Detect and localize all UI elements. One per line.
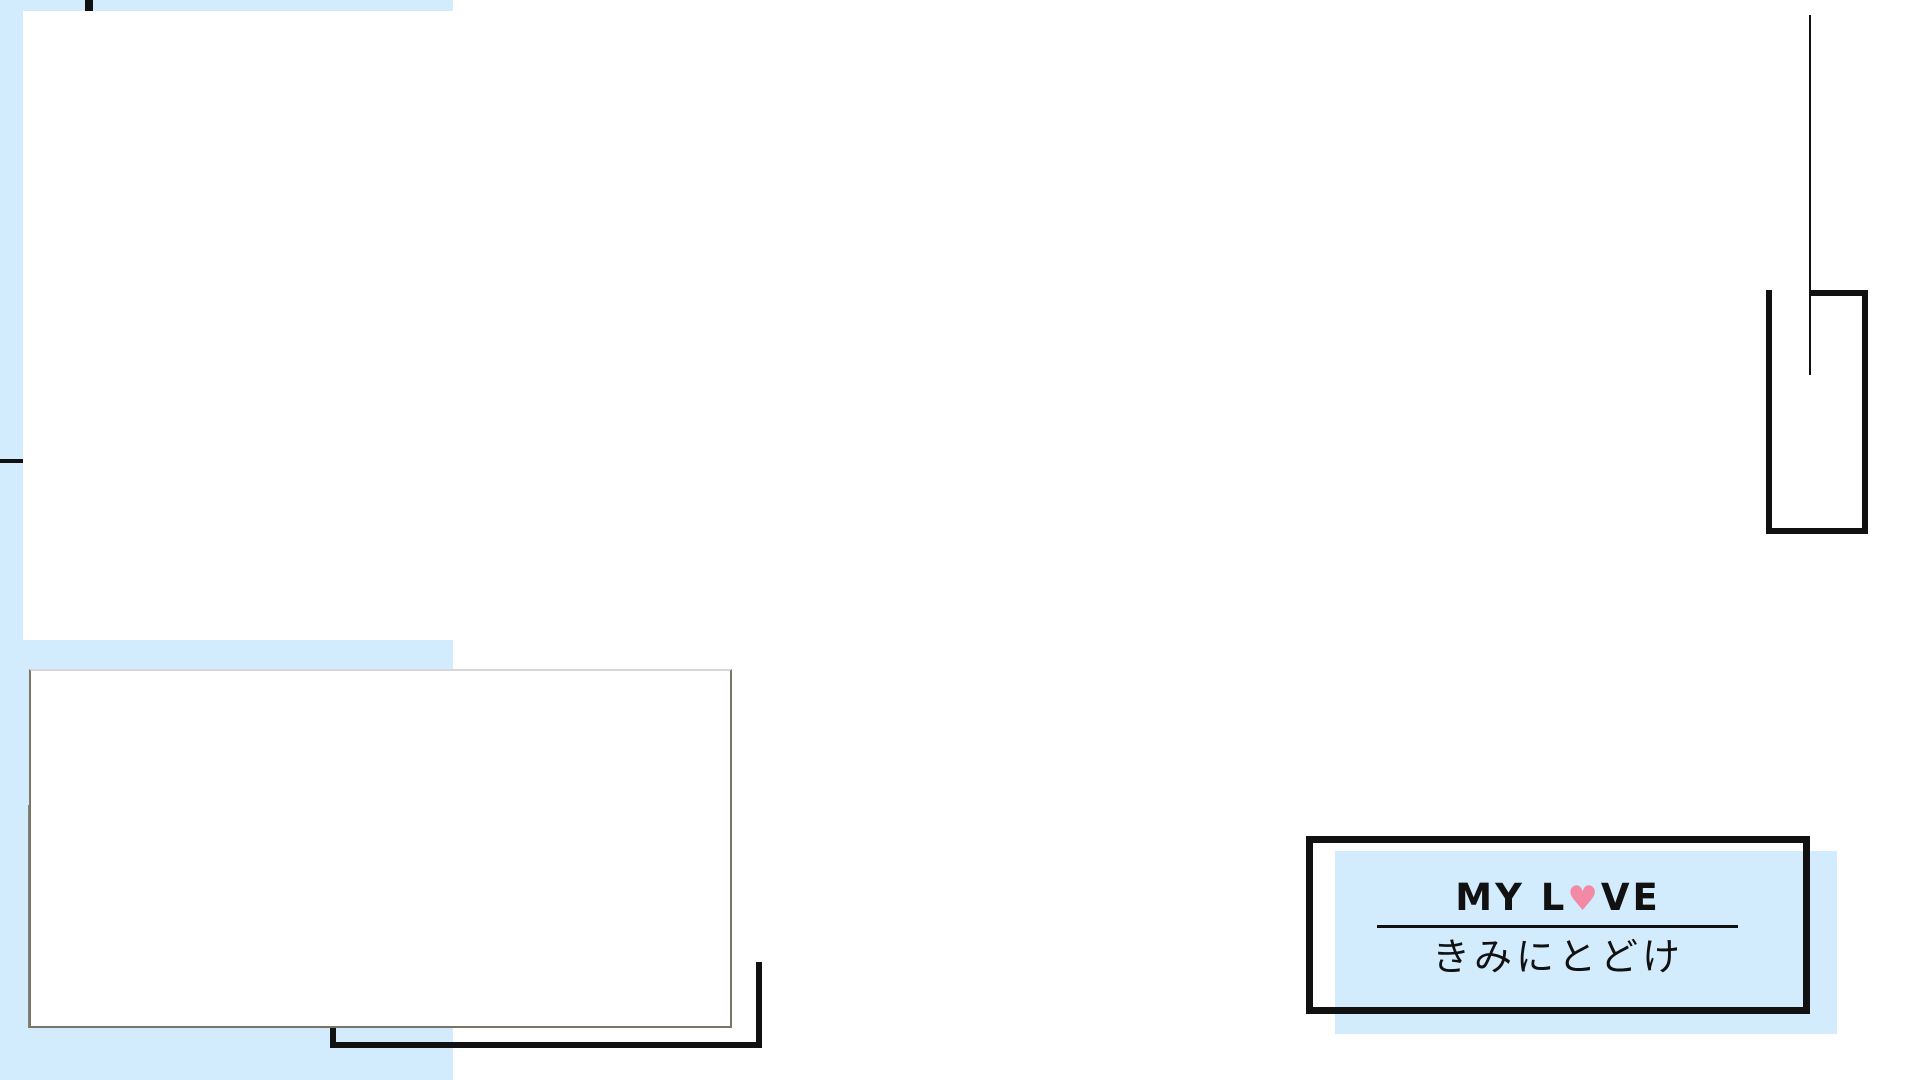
logo-background [1335, 851, 1837, 1034]
main-white-panel [23, 11, 453, 640]
decor-tick-top [85, 0, 93, 11]
logo-title-right: VE [1600, 876, 1661, 919]
logo-title-left: MY L [1455, 876, 1568, 919]
right-decor-line [1809, 15, 1811, 375]
logo-subtitle: きみにとどけ [1431, 935, 1684, 979]
photo-frame [29, 669, 732, 1028]
logo-divider [1377, 925, 1738, 928]
logo-title: MY L♥VE [1378, 876, 1738, 920]
decor-tick-left [0, 459, 23, 463]
logo-outline [1306, 836, 1810, 1014]
heart-icon: ♥ [1567, 879, 1601, 919]
right-decor-bracket [1766, 290, 1868, 534]
bracket-gap [1772, 290, 1809, 375]
